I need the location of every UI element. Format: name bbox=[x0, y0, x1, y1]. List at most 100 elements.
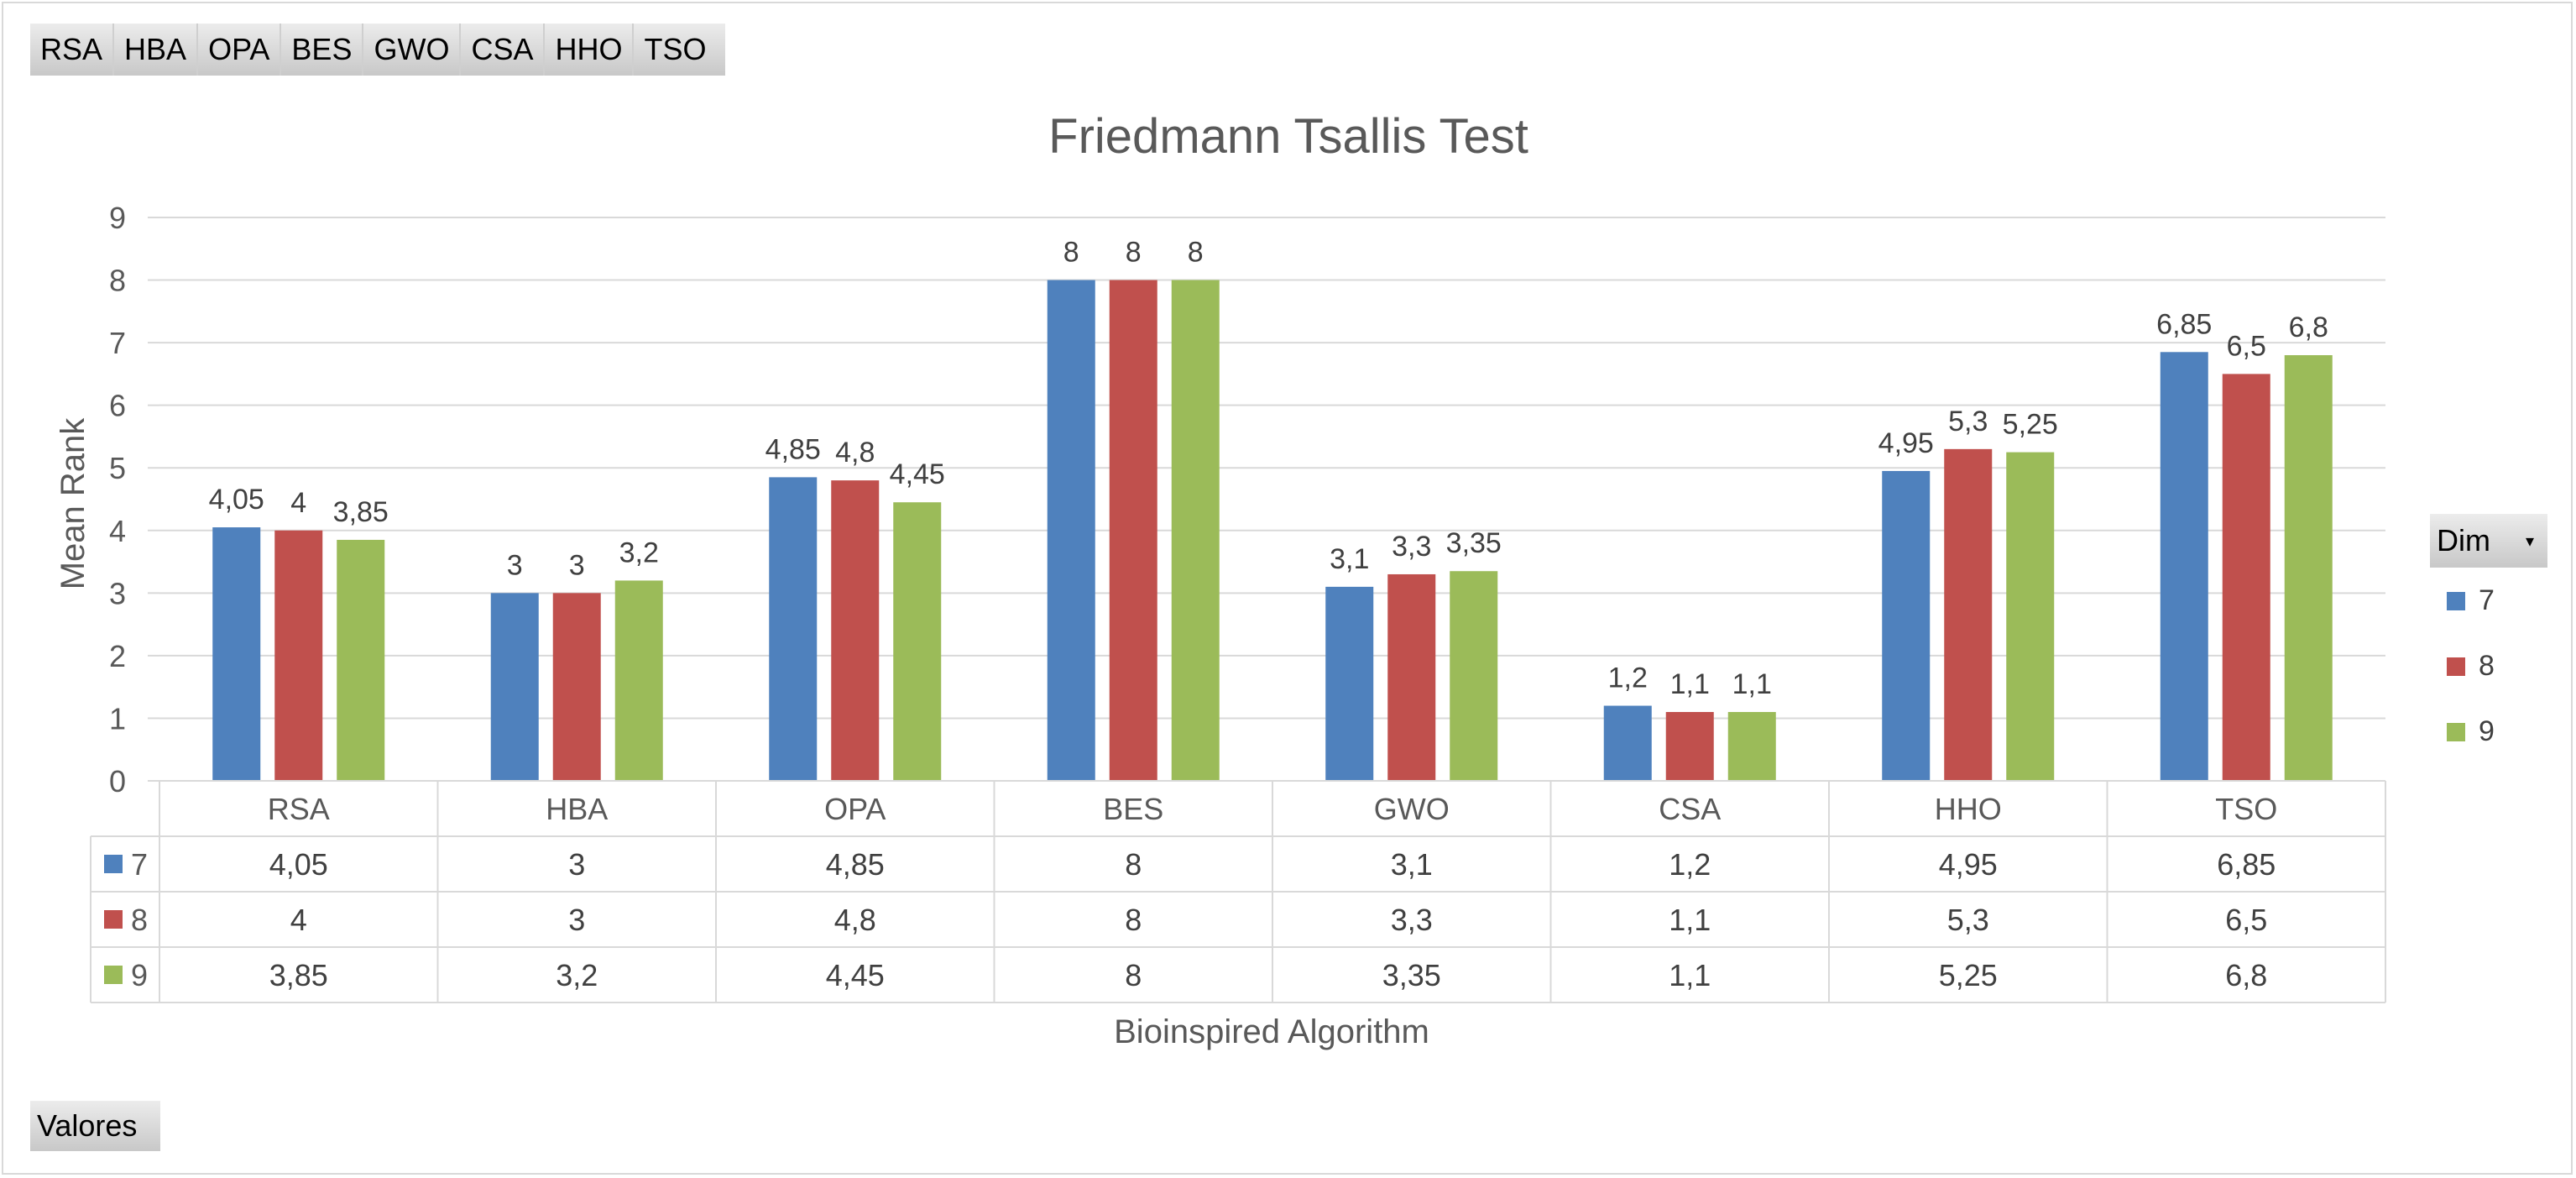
x-tick-label: GWO bbox=[1374, 792, 1450, 826]
table-cell: 6,85 bbox=[2217, 847, 2276, 882]
filter-field-bar: RSA HBA OPA BES GWO CSA HHO TSO bbox=[30, 24, 725, 76]
bar-7-csa bbox=[1603, 705, 1652, 781]
bar-7-hba bbox=[490, 593, 539, 781]
table-cell: 4,8 bbox=[834, 903, 876, 937]
x-axis-label: Bioinspired Algorithm bbox=[1114, 1013, 1429, 1050]
legend-item-8: 8 bbox=[2447, 650, 2495, 683]
table-cell: 3,2 bbox=[556, 958, 598, 992]
legend-swatch bbox=[2447, 657, 2465, 676]
data-label: 4 bbox=[290, 487, 306, 519]
data-label: 6,5 bbox=[2227, 330, 2266, 362]
legend-item-9: 9 bbox=[2447, 715, 2495, 748]
data-label: 3,1 bbox=[1330, 543, 1369, 575]
legend-swatch bbox=[2447, 722, 2465, 741]
bar-9-rsa bbox=[337, 539, 385, 781]
bar-9-csa bbox=[1727, 711, 1776, 781]
table-series-label: 9 bbox=[131, 958, 148, 992]
legend-item-7: 7 bbox=[2447, 584, 2495, 617]
bar-9-opa bbox=[893, 502, 942, 781]
table-cell: 5,25 bbox=[1939, 958, 1998, 992]
data-label: 4,85 bbox=[765, 433, 821, 465]
data-label: 5,25 bbox=[2003, 409, 2058, 441]
data-label: 4,45 bbox=[890, 458, 945, 490]
bar-8-hba bbox=[552, 593, 601, 781]
table-cell: 3,35 bbox=[1382, 958, 1441, 992]
data-label: 3,35 bbox=[1446, 527, 1502, 559]
legend-title: Dim bbox=[2437, 523, 2490, 558]
filter-field-opa[interactable]: OPA bbox=[198, 24, 282, 76]
data-label: 8 bbox=[1063, 237, 1079, 269]
x-tick-label: TSO bbox=[2215, 792, 2277, 826]
y-tick-label: 7 bbox=[109, 326, 126, 360]
y-tick-label: 6 bbox=[109, 389, 126, 423]
data-label: 6,85 bbox=[2156, 308, 2212, 340]
x-tick-label: CSA bbox=[1659, 792, 1721, 826]
bar-9-tso bbox=[2284, 355, 2333, 781]
bar-7-bes bbox=[1047, 280, 1095, 781]
filter-field-gwo[interactable]: GWO bbox=[363, 24, 462, 76]
bar-8-hho bbox=[1944, 448, 1993, 781]
bar-9-gwo bbox=[1450, 571, 1498, 781]
legend-dim-dropdown[interactable]: Dim ▾ bbox=[2430, 514, 2547, 568]
y-tick-label: 0 bbox=[109, 764, 126, 798]
bar-8-tso bbox=[2222, 374, 2270, 781]
bar-9-bes bbox=[1171, 280, 1220, 781]
table-legend-key bbox=[104, 966, 123, 984]
table-cell: 6,5 bbox=[2225, 903, 2267, 937]
data-label: 6,8 bbox=[2289, 312, 2328, 343]
data-label: 1,1 bbox=[1670, 668, 1710, 700]
filter-field-rsa[interactable]: RSA bbox=[30, 24, 115, 76]
table-cell: 4,45 bbox=[826, 958, 885, 992]
data-label: 5,3 bbox=[1948, 406, 1988, 437]
bar-8-rsa bbox=[274, 530, 323, 781]
data-label: 3,85 bbox=[333, 496, 389, 528]
data-label: 1,1 bbox=[1732, 668, 1772, 700]
bar-7-tso bbox=[2160, 352, 2208, 781]
table-cell: 1,1 bbox=[1669, 958, 1711, 992]
data-label: 8 bbox=[1188, 237, 1204, 269]
filter-field-csa[interactable]: CSA bbox=[461, 24, 546, 76]
values-field-button[interactable]: Valores bbox=[30, 1101, 161, 1151]
y-tick-label: 8 bbox=[109, 264, 126, 298]
table-cell: 3,85 bbox=[269, 958, 328, 992]
bar-9-hba bbox=[614, 580, 663, 781]
table-cell: 3,1 bbox=[1391, 847, 1433, 882]
x-tick-label: HBA bbox=[546, 792, 608, 826]
chart-title: Friedmann Tsallis Test bbox=[1048, 109, 1528, 164]
table-cell: 8 bbox=[1125, 903, 1142, 937]
legend-swatch bbox=[2447, 591, 2465, 610]
legend-label: 9 bbox=[2479, 715, 2495, 747]
filter-field-hba[interactable]: HBA bbox=[114, 24, 199, 76]
y-tick-label: 1 bbox=[109, 701, 126, 736]
bar-7-opa bbox=[769, 477, 818, 781]
y-tick-label: 4 bbox=[109, 514, 126, 548]
data-label: 3,2 bbox=[619, 537, 659, 568]
table-cell: 8 bbox=[1125, 847, 1142, 882]
data-label: 4,8 bbox=[835, 437, 875, 469]
table-cell: 6,8 bbox=[2225, 958, 2267, 992]
legend-label: 8 bbox=[2479, 650, 2495, 682]
table-cell: 3 bbox=[568, 903, 585, 937]
data-label: 4,95 bbox=[1878, 427, 1934, 459]
y-tick-label: 2 bbox=[109, 639, 126, 673]
table-legend-key bbox=[104, 855, 123, 873]
filter-field-bes[interactable]: BES bbox=[281, 24, 364, 76]
y-axis-label: Mean Rank bbox=[55, 417, 91, 590]
filter-field-tso[interactable]: TSO bbox=[634, 24, 725, 76]
dropdown-arrow-icon: ▾ bbox=[2525, 531, 2534, 551]
legend-label: 7 bbox=[2479, 584, 2495, 616]
data-label: 1,2 bbox=[1608, 662, 1648, 694]
table-cell: 5,3 bbox=[1947, 903, 1989, 937]
bar-7-hho bbox=[1882, 470, 1931, 781]
x-tick-label: HHO bbox=[1935, 792, 2002, 826]
table-series-label: 8 bbox=[131, 903, 148, 937]
y-tick-label: 3 bbox=[109, 576, 126, 610]
filter-field-hho[interactable]: HHO bbox=[545, 24, 635, 76]
y-tick-label: 9 bbox=[109, 201, 126, 235]
y-tick-label: 5 bbox=[109, 451, 126, 485]
data-label: 4,05 bbox=[209, 484, 264, 516]
table-cell: 4 bbox=[290, 903, 307, 937]
data-label: 3,3 bbox=[1392, 531, 1431, 563]
